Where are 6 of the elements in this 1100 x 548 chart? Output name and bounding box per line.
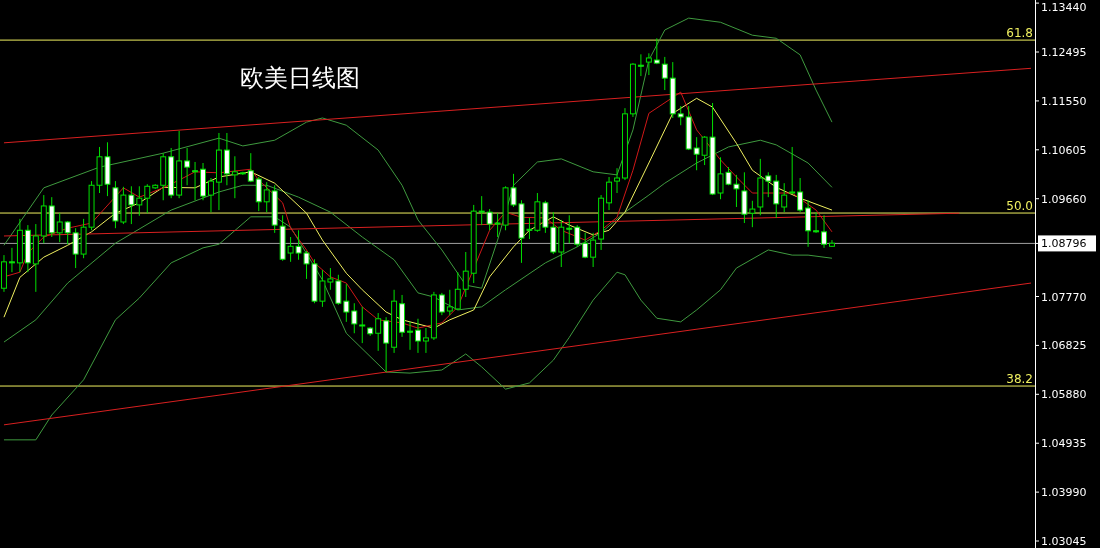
annotation: 38.2	[1006, 372, 1033, 387]
annotation: 50.0	[1006, 199, 1033, 214]
title: 欧美日线图	[240, 64, 360, 91]
y-tick-label: 1.12495	[1041, 46, 1087, 60]
y-tick-label: 1.08796	[1041, 237, 1087, 251]
annotation: 61.8	[1006, 26, 1033, 41]
